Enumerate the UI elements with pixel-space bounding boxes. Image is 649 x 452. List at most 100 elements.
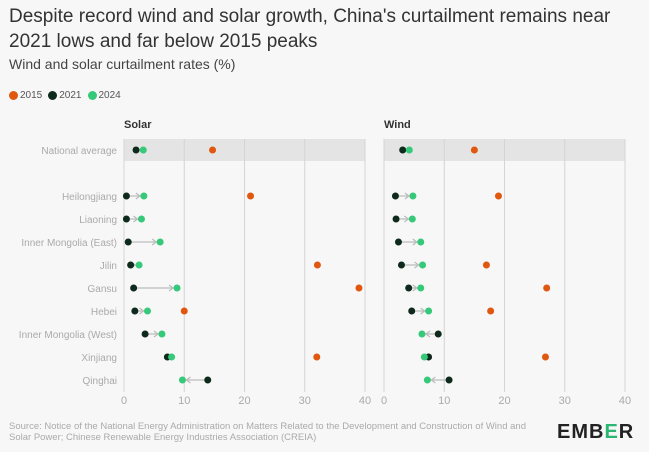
x-tick-label: 30 bbox=[559, 395, 571, 407]
x-tick-label: 40 bbox=[359, 395, 371, 407]
data-point-2024 bbox=[168, 353, 176, 361]
data-point-2021 bbox=[204, 376, 212, 384]
change-arrowhead bbox=[153, 330, 159, 338]
category-label: Inner Mongolia (East) bbox=[21, 238, 117, 249]
legend-swatch bbox=[87, 91, 97, 100]
change-arrowhead bbox=[185, 376, 191, 384]
data-point-2021 bbox=[130, 284, 138, 292]
x-tick-label: 10 bbox=[178, 395, 190, 407]
data-point-2021 bbox=[392, 215, 400, 223]
change-arrowhead bbox=[412, 238, 418, 246]
data-point-2021 bbox=[127, 261, 135, 269]
chart-subtitle: Wind and solar curtailment rates (%) bbox=[9, 56, 236, 72]
data-point-2024 bbox=[419, 261, 427, 269]
x-tick-label: 10 bbox=[438, 395, 450, 407]
data-point-2015 bbox=[482, 261, 490, 269]
category-label: Hebei bbox=[91, 307, 117, 318]
data-point-2021 bbox=[408, 307, 416, 315]
data-point-2024 bbox=[135, 261, 143, 269]
data-point-2021 bbox=[405, 284, 413, 292]
data-point-2015 bbox=[487, 307, 495, 315]
data-point-2024 bbox=[425, 307, 433, 315]
data-point-2015 bbox=[541, 353, 549, 361]
change-arrowhead bbox=[403, 215, 410, 223]
data-point-2021 bbox=[122, 215, 130, 223]
data-point-2015 bbox=[247, 192, 255, 200]
change-arrowhead bbox=[404, 192, 410, 200]
legend-item-2015: 2015 bbox=[9, 90, 42, 101]
legend-label: 2024 bbox=[98, 90, 121, 101]
legend-label: 2021 bbox=[59, 90, 82, 101]
data-point-2021 bbox=[122, 192, 130, 200]
panel-title: Solar bbox=[124, 119, 152, 131]
change-arrowhead bbox=[151, 238, 158, 246]
change-arrowhead bbox=[412, 284, 418, 292]
x-tick-label: 30 bbox=[299, 395, 311, 407]
x-tick-label: 20 bbox=[498, 395, 510, 407]
data-point-2021 bbox=[141, 330, 149, 338]
data-point-2024 bbox=[178, 376, 186, 384]
change-arrowhead bbox=[414, 261, 420, 269]
data-point-2021 bbox=[391, 192, 399, 200]
legend-label: 2015 bbox=[20, 90, 43, 101]
legend-swatch bbox=[48, 91, 58, 100]
legend-swatch bbox=[9, 91, 18, 100]
data-point-2024 bbox=[173, 284, 181, 292]
data-point-2024 bbox=[418, 330, 426, 338]
x-tick-label: 20 bbox=[238, 395, 250, 407]
data-point-2021 bbox=[131, 307, 139, 315]
category-label: National average bbox=[41, 146, 117, 157]
category-label: Qinghai bbox=[83, 376, 117, 387]
data-point-2015 bbox=[355, 284, 363, 292]
source-note: Source: Notice of the National Energy Ad… bbox=[9, 421, 526, 443]
category-label: Liaoning bbox=[79, 215, 117, 226]
data-point-2024 bbox=[158, 330, 166, 338]
data-point-2015 bbox=[313, 353, 321, 361]
data-point-2024 bbox=[423, 376, 431, 384]
data-point-2015 bbox=[180, 307, 188, 315]
legend-item-2021: 2021 bbox=[48, 90, 82, 101]
data-point-2015 bbox=[313, 261, 321, 269]
data-point-2024 bbox=[409, 192, 417, 200]
data-point-2024 bbox=[139, 146, 147, 154]
data-point-2021 bbox=[399, 146, 407, 154]
x-tick-label: 40 bbox=[619, 395, 631, 407]
x-tick-label: 0 bbox=[381, 395, 387, 407]
data-point-2015 bbox=[470, 146, 478, 154]
data-point-2021 bbox=[397, 261, 405, 269]
category-label: Xinjiang bbox=[81, 353, 117, 364]
change-arrowhead bbox=[168, 284, 175, 292]
data-point-2024 bbox=[156, 238, 164, 246]
change-arrowhead bbox=[133, 215, 139, 223]
category-label: Inner Mongolia (West) bbox=[19, 330, 117, 341]
data-point-2024 bbox=[420, 353, 428, 361]
change-arrowhead bbox=[420, 307, 426, 315]
change-arrowhead bbox=[135, 192, 141, 200]
data-point-2021 bbox=[445, 376, 453, 384]
data-point-2024 bbox=[405, 146, 413, 154]
category-label: Gansu bbox=[88, 284, 117, 295]
data-point-2024 bbox=[137, 215, 145, 223]
legend: 2015 2021 2024 bbox=[9, 90, 121, 101]
panel-title: Wind bbox=[384, 119, 411, 131]
category-label: Jilin bbox=[100, 261, 117, 272]
x-tick-label: 0 bbox=[121, 395, 127, 407]
data-point-2015 bbox=[494, 192, 502, 200]
change-arrowhead bbox=[139, 307, 145, 315]
data-point-2021 bbox=[394, 238, 402, 246]
data-point-2024 bbox=[417, 284, 425, 292]
category-label: Heilongjiang bbox=[62, 192, 117, 203]
data-point-2024 bbox=[417, 238, 425, 246]
legend-item-2024: 2024 bbox=[87, 90, 121, 101]
change-arrowhead bbox=[424, 330, 431, 338]
data-point-2015 bbox=[543, 284, 551, 292]
data-point-2015 bbox=[209, 146, 217, 154]
data-point-2021 bbox=[434, 330, 442, 338]
change-arrowhead bbox=[430, 376, 436, 384]
data-point-2024 bbox=[140, 192, 148, 200]
data-point-2024 bbox=[408, 215, 416, 223]
data-point-2024 bbox=[143, 307, 151, 315]
chart-title: Despite record wind and solar growth, Ch… bbox=[9, 6, 611, 52]
ember-logo: EMBER bbox=[557, 421, 635, 443]
